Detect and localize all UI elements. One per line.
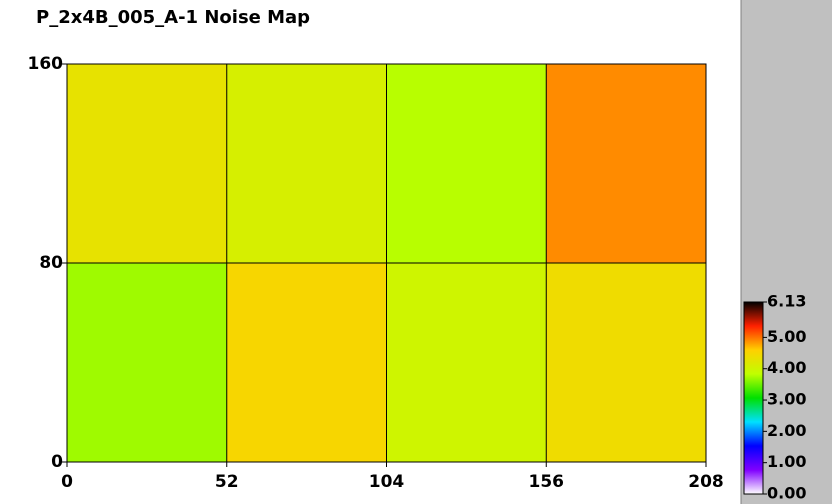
x-tick-label: 0 bbox=[61, 472, 73, 492]
colorbar-label: 1.00 bbox=[767, 452, 806, 471]
heat-cell bbox=[546, 64, 706, 263]
colorbar-label: 2.00 bbox=[767, 421, 806, 440]
heat-cell bbox=[386, 263, 547, 462]
colorbar-label: 5.00 bbox=[767, 327, 806, 346]
x-tick-label: 52 bbox=[215, 472, 239, 492]
y-tick-label: 0 bbox=[51, 452, 63, 472]
x-tick-label: 156 bbox=[529, 472, 565, 492]
heat-cell bbox=[67, 64, 227, 263]
chart-title: P_2x4B_005_A-1 Noise Map bbox=[36, 7, 310, 28]
colorbar-label: 4.00 bbox=[767, 358, 806, 377]
y-tick-label: 80 bbox=[39, 253, 63, 273]
heat-cell bbox=[226, 263, 387, 462]
heat-cell bbox=[386, 64, 547, 263]
heat-cell bbox=[546, 263, 706, 462]
heat-cell bbox=[67, 263, 227, 462]
colorbar bbox=[743, 301, 764, 495]
colorbar-label: 0.00 bbox=[767, 484, 806, 503]
heat-cell bbox=[226, 64, 387, 263]
colorbar-label: 6.13 bbox=[767, 292, 806, 311]
colorbar-label: 3.00 bbox=[767, 390, 806, 409]
x-tick-label: 208 bbox=[688, 472, 724, 492]
y-tick-label: 160 bbox=[28, 54, 64, 74]
x-tick-label: 104 bbox=[369, 472, 405, 492]
